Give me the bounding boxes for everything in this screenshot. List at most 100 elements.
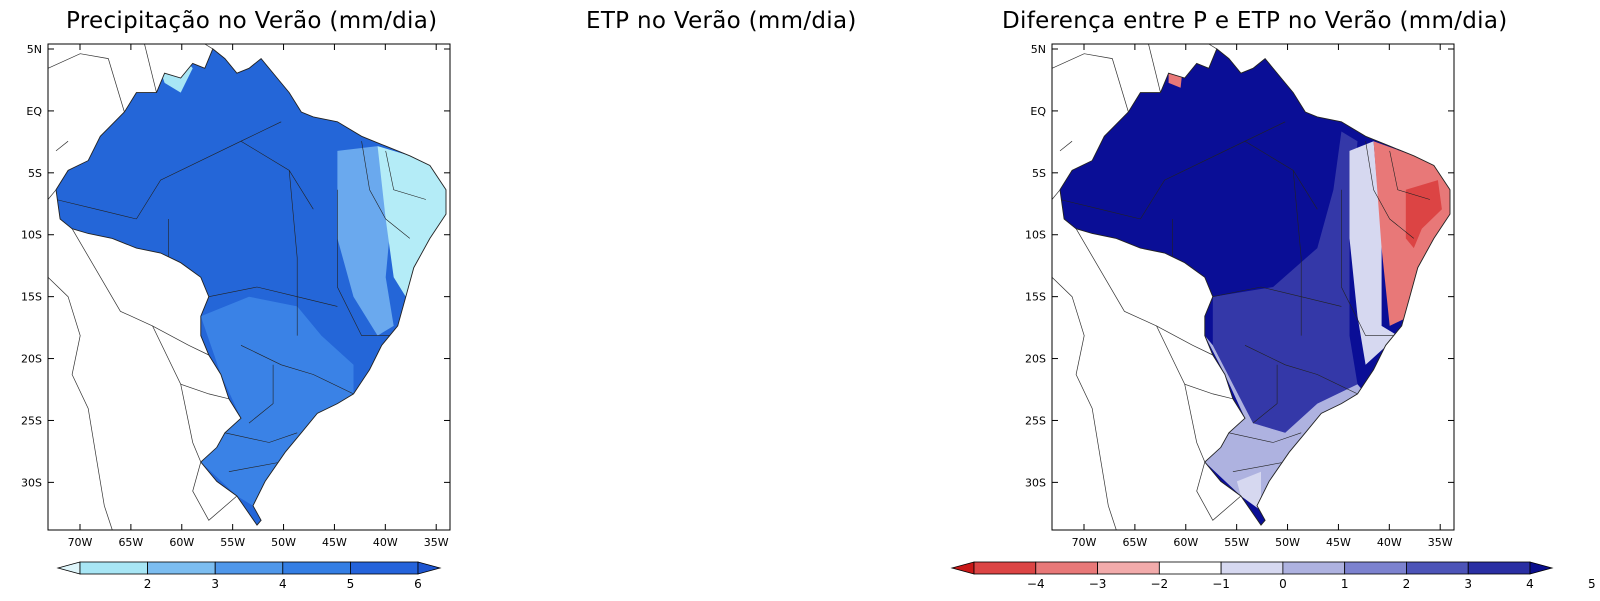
panel-etp: ETP no Verão (mm/dia) 5NEQ5S10S15S20S25S… — [478, 0, 958, 601]
lat-label: 5N — [1031, 43, 1046, 56]
lat-label: 5S — [28, 167, 42, 180]
state-border — [313, 92, 330, 113]
lon-label: 60W — [1173, 536, 1198, 549]
colorbar-label: −1 — [1212, 577, 1230, 591]
brazil-outline — [1059, 48, 1451, 526]
state-border — [361, 141, 410, 239]
state-border — [1341, 189, 1394, 336]
country-border — [1184, 384, 1206, 463]
country-border — [1051, 189, 1061, 200]
colorbar-end-low — [56, 561, 81, 575]
lon-label: 60W — [169, 536, 194, 549]
lon-label: 45W — [1326, 536, 1351, 549]
lat-label: 15S — [1025, 291, 1046, 304]
lat-label: 10S — [21, 229, 42, 242]
map-frame — [1051, 43, 1455, 531]
country-border — [47, 53, 125, 113]
colorbar-label: 3 — [1464, 577, 1472, 591]
state-border — [248, 364, 274, 424]
field-region — [1349, 141, 1398, 365]
state-border — [385, 150, 426, 200]
colorbar-segment — [79, 561, 148, 575]
lon-label: 35W — [1428, 536, 1453, 549]
field-region — [337, 146, 394, 336]
colorbar-segment — [1467, 561, 1531, 575]
colorbar-end-low — [950, 561, 975, 575]
lat-label: 30S — [1025, 476, 1046, 489]
panel-precipitation: Precipitação no Verão (mm/dia) 5N EQ 5S 10S… — [0, 0, 460, 601]
state-border — [1212, 286, 1342, 307]
lon-label: 70W — [1072, 536, 1097, 549]
lon-label: 35W — [424, 536, 449, 549]
colorbar-label: 3 — [211, 577, 219, 591]
lon-label: 55W — [220, 536, 245, 549]
colorbar-segment — [214, 561, 284, 575]
colorbar-segment — [1097, 561, 1160, 575]
brazil-outline — [55, 48, 447, 526]
lon-label: 50W — [1275, 536, 1300, 549]
country-border — [152, 325, 229, 400]
country-border — [1156, 325, 1233, 400]
map-precipitation: 5N EQ 5S 10S 15S 20S 25S 30S 70W 65W 60W 55W 50W 45W 4… — [21, 43, 451, 591]
colorbar-label: 4 — [1526, 577, 1534, 591]
state-border — [240, 345, 354, 395]
colorbar-label: 2 — [1403, 577, 1411, 591]
lon-label: 55W — [1224, 536, 1249, 549]
state-border — [228, 461, 282, 472]
lon-label: 70W — [68, 536, 93, 549]
colorbar-label: −2 — [1150, 577, 1168, 591]
state-border — [1060, 199, 1141, 220]
colorbar-segment — [147, 561, 216, 575]
map-frame — [47, 43, 451, 531]
country-border — [180, 384, 202, 463]
state-border — [337, 189, 390, 336]
colorbar-label: 2 — [144, 577, 152, 591]
lon-label: 65W — [1122, 536, 1147, 549]
panel-title: Precipitação no Verão (mm/dia) — [66, 8, 438, 34]
colorbar-end-high — [1529, 561, 1554, 575]
colorbar-label: 1 — [1341, 577, 1349, 591]
field-region — [1204, 335, 1366, 506]
state-border — [1228, 432, 1302, 443]
colorbar-label: −3 — [1089, 577, 1107, 591]
country-border — [204, 43, 213, 50]
lat-label: EQ — [1030, 105, 1046, 118]
colorbar-segment — [1406, 561, 1469, 575]
colorbar-segment — [973, 561, 1037, 575]
lat-label: 5N — [27, 43, 42, 56]
colorbar-segment — [1220, 561, 1284, 575]
field-regions — [56, 53, 446, 506]
country-border — [1059, 140, 1073, 152]
state-border — [1244, 345, 1358, 395]
field-regions — [1060, 48, 1450, 511]
map-etp: 5NEQ5S10S15S20S25S30S70W65W60W55W50W45W4… — [478, 0, 958, 601]
lat-label: 20S — [1025, 353, 1046, 366]
country-border — [47, 277, 113, 531]
lon-label: 40W — [1377, 536, 1402, 549]
panel-title: ETP no Verão (mm/dia) — [586, 8, 857, 34]
state-border — [288, 170, 298, 336]
colorbar-label: 0 — [1279, 577, 1287, 591]
state-border — [1140, 121, 1286, 220]
country-border — [55, 140, 69, 152]
map-difference: 5N EQ 5S 10S 15S 20S 25S 30S 70W 65W 60W 55W 50W 45W 4… — [950, 43, 1596, 591]
lon-label: 65W — [118, 536, 143, 549]
country-border — [144, 43, 157, 93]
panel-title: Diferença entre P e ETP no Verão (mm/dia… — [1002, 8, 1508, 34]
state-border — [1252, 364, 1278, 424]
lat-label: 5S — [1032, 167, 1046, 180]
colorbar-segment — [282, 561, 351, 575]
state-border — [1232, 461, 1286, 472]
lat-label: 25S — [1025, 414, 1046, 427]
field-region — [1212, 131, 1358, 433]
lat-label: 20S — [21, 353, 42, 366]
country-border — [1051, 53, 1129, 113]
lon-label: 40W — [373, 536, 398, 549]
colorbar-label: 5 — [1588, 577, 1596, 591]
lon-label: 50W — [271, 536, 296, 549]
lat-label: 30S — [21, 476, 42, 489]
colorbar-label: 6 — [414, 577, 422, 591]
lat-label: 25S — [21, 414, 42, 427]
colorbar-label: 4 — [279, 577, 287, 591]
state-border — [56, 199, 137, 220]
